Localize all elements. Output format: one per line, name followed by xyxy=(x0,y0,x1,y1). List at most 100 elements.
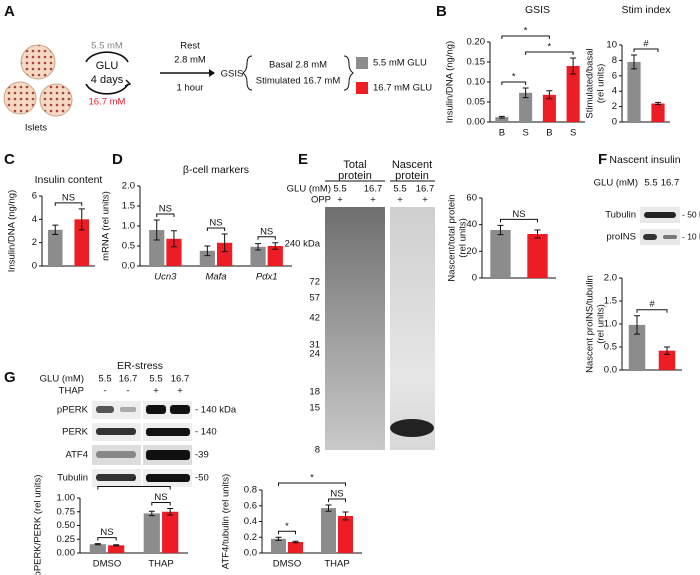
sig-label: NS xyxy=(100,527,113,538)
lane-label: - xyxy=(103,386,106,397)
bar xyxy=(627,61,641,122)
error-bar xyxy=(497,224,504,236)
y-tick-label: 20 xyxy=(466,246,477,257)
blot-row: Tubulin xyxy=(57,473,88,484)
y-tick-label: 1.5 xyxy=(604,296,617,307)
blot-size: - 140 kDa xyxy=(195,405,237,416)
y-tick-label: 0.5 xyxy=(122,241,135,252)
x-tick-label: Mafa xyxy=(205,272,226,283)
y-tick-label: 1.00 xyxy=(57,493,76,504)
y-tick-label: 0.75 xyxy=(57,506,76,517)
blot-label: GLU (mM) xyxy=(594,178,638,189)
lane-label: 5.5 xyxy=(149,374,162,385)
y-tick-label: 2 xyxy=(612,101,617,112)
error-bar xyxy=(275,536,282,541)
bar xyxy=(74,219,90,266)
error-bar xyxy=(522,87,529,99)
sig-bracket xyxy=(501,35,550,39)
y-tick-label: 0.05 xyxy=(467,97,486,108)
lane-label: + xyxy=(422,195,428,206)
marker-label: 24 xyxy=(309,349,320,360)
diagram-shapes xyxy=(3,44,680,489)
x-tick-label: DMSO xyxy=(93,559,122,570)
error-bar xyxy=(255,243,262,251)
error-bar xyxy=(221,233,228,253)
sig-bracket xyxy=(636,309,668,313)
y-tick-label: 0.0 xyxy=(244,548,257,559)
diagram-text: 4 days xyxy=(91,74,124,86)
y-tick-label: 0.25 xyxy=(57,534,76,545)
marker-label: 42 xyxy=(309,313,320,324)
error-bar xyxy=(204,245,211,257)
blot-row: Tubulin xyxy=(605,210,636,221)
gel-header: Total xyxy=(343,159,366,171)
sig-bracket xyxy=(328,498,346,502)
sig-label: NS xyxy=(512,209,525,220)
y-tick-label: 1.0 xyxy=(604,319,617,330)
lane-label: 5.5 xyxy=(393,184,406,195)
legend-label: 16.7 mM GLU xyxy=(373,83,432,94)
bar xyxy=(143,513,160,553)
y-tick-label: 10 xyxy=(606,40,617,51)
bar xyxy=(271,538,286,553)
chart-title: GSIS xyxy=(525,4,550,16)
bar xyxy=(527,234,548,278)
y-tick-label: 4 xyxy=(32,214,37,225)
y-tick-label: 0.20 xyxy=(467,37,486,48)
gel-label: OPP xyxy=(311,195,331,206)
y-tick-label: 1.0 xyxy=(122,221,135,232)
bar xyxy=(338,515,353,553)
blot-size: -50 xyxy=(195,473,209,484)
chart-title: Stim index xyxy=(621,4,671,16)
sig-label: * xyxy=(524,26,528,37)
blot-size: - 10 kDa xyxy=(682,231,700,241)
y-tick-label: 2 xyxy=(32,237,37,248)
error-bar xyxy=(272,242,279,250)
y-tick-label: 0 xyxy=(612,117,617,128)
diagram-text: 1 hour xyxy=(177,83,204,94)
marker-label: 8 xyxy=(315,445,320,456)
x-tick-label: Ucn3 xyxy=(154,272,177,283)
y-tick-label: 0.8 xyxy=(244,485,257,496)
panel-label: D xyxy=(112,151,123,168)
blot-title: ER-stress xyxy=(117,360,163,372)
chart-title: Insulin content xyxy=(35,174,103,186)
sig-bracket xyxy=(525,51,574,55)
error-bar xyxy=(546,90,553,100)
sig-label: * xyxy=(512,72,516,83)
error-bar xyxy=(570,57,577,75)
y-axis-label: (rel units) xyxy=(596,64,607,104)
sig-label: # xyxy=(643,39,649,50)
error-bar xyxy=(498,115,505,119)
bar xyxy=(490,230,511,278)
sig-bracket xyxy=(278,530,296,535)
error-bar xyxy=(78,208,85,231)
error-bar xyxy=(342,511,349,521)
y-tick-label: 0.10 xyxy=(467,77,486,88)
sig-label: NS xyxy=(154,492,167,503)
y-tick-label: 2.0 xyxy=(122,181,135,192)
x-tick-label: THAP xyxy=(324,559,349,570)
diagram-text: 2.8 mM xyxy=(174,55,206,66)
y-tick-label: 2.0 xyxy=(604,273,617,284)
y-tick-label: 0.0 xyxy=(122,261,135,272)
error-bar xyxy=(148,510,155,517)
y-tick-label: 4 xyxy=(612,86,617,97)
y-axis-label: (rel units) xyxy=(458,218,469,258)
y-axis-label: ATF4/tubulin (rel units) xyxy=(221,474,232,569)
y-tick-label: 0 xyxy=(32,261,37,272)
y-tick-label: 6 xyxy=(32,191,37,202)
y-tick-label: 0.50 xyxy=(57,520,76,531)
sig-label: * xyxy=(285,521,289,532)
y-tick-label: 0.5 xyxy=(604,342,617,353)
gel-label: GLU (mM) xyxy=(287,184,331,195)
sig-label: NS xyxy=(330,488,343,499)
y-tick-label: 8 xyxy=(612,55,617,66)
lane-label: 16.7 xyxy=(416,184,435,195)
y-tick-label: 0.0 xyxy=(604,365,617,376)
bar xyxy=(89,544,106,553)
y-tick-label: 0.15 xyxy=(467,57,486,68)
y-tick-label: 0.6 xyxy=(244,500,257,511)
sig-bracket xyxy=(97,537,117,541)
sig-label: # xyxy=(649,299,655,310)
